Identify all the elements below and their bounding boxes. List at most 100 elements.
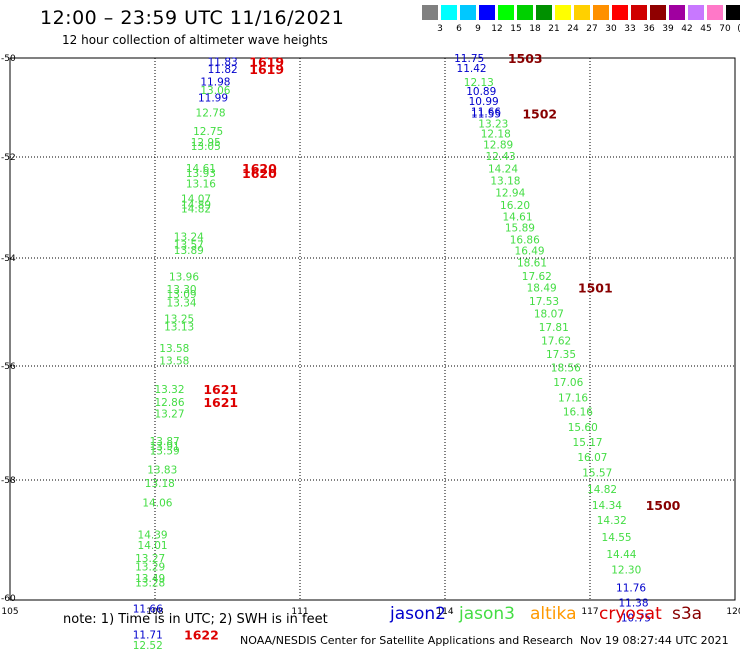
swh-value: 13.23 [478, 118, 508, 130]
scale-label: 12 [491, 24, 503, 34]
swh-value: 13.87 [150, 436, 180, 448]
swh-value: 13.91 [150, 441, 180, 453]
swh-value: 11.42 [457, 63, 487, 75]
scale-swatch [460, 5, 476, 20]
legend-jason2: jason2 [390, 604, 446, 624]
pass-time-label: 1620 [242, 166, 277, 181]
swh-value: 12.95 [191, 137, 221, 149]
swh-value: 13.57 [174, 239, 204, 251]
swh-value: 14.61 [502, 212, 532, 224]
swh-value: 14.44 [606, 549, 636, 561]
scale-swatch [707, 5, 723, 20]
pass-time-label: 1622 [184, 628, 219, 643]
scale-swatch [555, 5, 571, 20]
swh-value: 14.07 [181, 193, 211, 205]
swh-value: 13.06 [200, 85, 230, 97]
scale-label: 3 [437, 24, 443, 34]
scale-swatch [593, 5, 609, 20]
scale-swatch [574, 5, 590, 20]
pass-time-label: 1502 [522, 106, 557, 121]
swh-value: 12.43 [486, 151, 516, 163]
scale-swatch [688, 5, 704, 20]
scale-label: 42 [681, 24, 693, 34]
swh-value: 16.49 [515, 245, 545, 257]
swh-value: 17.53 [529, 296, 559, 308]
swh-value: 13.18 [490, 176, 520, 188]
swh-value: 14.82 [587, 484, 617, 496]
scale-label: 6 [456, 24, 462, 34]
lat-tick-label: -56 [1, 362, 16, 372]
legend-altika: altika [530, 604, 577, 624]
swh-value: 13.27 [154, 408, 184, 420]
scale-label: 30 [605, 24, 617, 34]
scale-label: 70 [719, 24, 731, 34]
pass-time-label: 1621 [203, 395, 238, 410]
swh-value: 12.89 [483, 140, 513, 152]
scale-label: (ft) [737, 24, 740, 34]
legend-cryosat: cryosat [599, 604, 662, 624]
swh-value: 11.99 [198, 93, 228, 105]
swh-value: 14.34 [592, 500, 622, 512]
swh-value: 12.13 [464, 77, 494, 89]
scale-label: 24 [567, 24, 579, 34]
legend-jason3: jason3 [459, 604, 515, 624]
swh-value: 15.89 [505, 223, 535, 235]
swh-value: 11.71 [133, 630, 163, 642]
lon-tick-label: 117 [581, 607, 598, 617]
swh-value: 12.52 [133, 640, 163, 650]
scale-swatch [536, 5, 552, 20]
swh-value: 13.25 [164, 313, 194, 325]
legend-s3a: s3a [672, 604, 703, 624]
lon-tick-label: 111 [291, 607, 308, 617]
lat-tick-label: -58 [1, 476, 16, 486]
scale-label: 15 [510, 24, 522, 34]
swh-value: 14.89 [181, 199, 211, 211]
footer-timestamp: Nov 19 08:27:44 UTC 2021 [580, 634, 729, 647]
swh-value: 16.16 [563, 407, 593, 419]
scale-swatch [498, 5, 514, 20]
swh-value: 12.30 [611, 565, 641, 577]
swh-value: 10.89 [466, 86, 496, 98]
swh-value: 13.05 [191, 141, 221, 153]
swh-value: 13.59 [150, 445, 180, 457]
lon-tick-label: 105 [1, 607, 18, 617]
swh-value: 12.86 [154, 397, 184, 409]
swh-value: 18.61 [517, 257, 547, 269]
lat-tick-label: -52 [1, 153, 16, 163]
swh-value: 11.66 [471, 106, 501, 118]
swh-value: 10.75 [621, 612, 651, 624]
scale-label: 36 [643, 24, 655, 34]
lon-tick-label: 120 [726, 607, 740, 617]
pass-time-label: 1619 [249, 62, 284, 77]
scale-swatch [726, 5, 740, 20]
pass-time-label: 1621 [203, 382, 238, 397]
scale-swatch [669, 5, 685, 20]
swh-value: 13.58 [159, 343, 189, 355]
swh-value: 15.57 [582, 468, 612, 480]
scale-label: 45 [700, 24, 712, 34]
swh-value: 13.58 [159, 356, 189, 368]
swh-value: 12.75 [193, 126, 223, 138]
swh-value: 11.55 [471, 108, 501, 120]
footer-credit: NOAA/NESDIS Center for Satellite Applica… [240, 634, 574, 647]
swh-value: 11.38 [618, 598, 648, 610]
swh-value: 10.99 [469, 96, 499, 108]
swh-value: 14.82 [181, 204, 211, 216]
scale-swatch [517, 5, 533, 20]
lon-tick-label: 108 [146, 607, 163, 617]
scale-label: 21 [548, 24, 560, 34]
swh-value: 16.20 [500, 200, 530, 212]
scale-label: 39 [662, 24, 674, 34]
scale-label: 18 [529, 24, 541, 34]
scale-swatch [650, 5, 666, 20]
scale-swatch [441, 5, 457, 20]
pass-time-label: 1619 [249, 54, 284, 69]
swh-value: 11.98 [200, 76, 230, 88]
swh-value: 17.16 [558, 392, 588, 404]
swh-value: 16.07 [577, 452, 607, 464]
map-frame [9, 57, 736, 601]
scale-swatch [422, 5, 438, 20]
swh-value: 14.32 [597, 515, 627, 527]
swh-value: 15.60 [568, 422, 598, 434]
